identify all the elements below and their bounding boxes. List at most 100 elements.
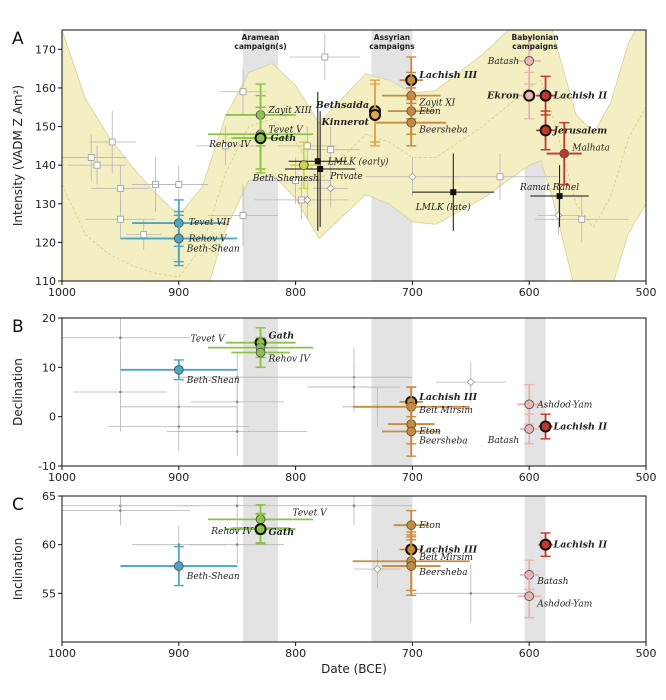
x-tick-label: 600 [519, 647, 540, 660]
site-label: Lachish II [553, 422, 608, 433]
y-tick-label: -10 [38, 460, 56, 473]
site-point [173, 233, 184, 244]
site-label: Jerusalem [552, 125, 608, 136]
site-label: Malhata [571, 144, 610, 154]
x-tick-label: 500 [636, 647, 657, 660]
site-point [406, 561, 417, 571]
site-label: Tevet V [293, 508, 329, 518]
gray-point [235, 504, 239, 508]
site-point [524, 399, 535, 410]
site-label: Bethsaida [315, 100, 369, 111]
x-tick-label: 700 [402, 471, 423, 484]
square-label: LMLK (late) [415, 202, 471, 213]
gray-square-point [321, 53, 329, 61]
gray-square-point [239, 211, 247, 219]
y-tick-label: 110 [35, 275, 56, 288]
y-axis-label: Inclination [11, 538, 25, 600]
site-point [523, 89, 536, 102]
panel-A-frame [61, 29, 647, 282]
mean-curve [62, 79, 646, 278]
square-point [314, 158, 321, 165]
site-label: Lachish II [553, 540, 608, 551]
x-tick-label: 800 [285, 471, 306, 484]
gray-diamond-point [326, 184, 335, 193]
site-label: Beth-Shean [186, 572, 240, 582]
site-point [539, 538, 552, 551]
gray-point [177, 543, 181, 546]
gray-point [235, 430, 239, 433]
gray-square-point [117, 215, 124, 223]
y-tick-label: 0 [49, 411, 56, 424]
square-point [556, 193, 563, 200]
site-point [173, 364, 184, 375]
site-label: Beth-Shemesh [252, 174, 319, 184]
site-label: Batash [536, 577, 568, 587]
x-tick-label: 800 [285, 286, 306, 299]
gray-diamond-point [303, 195, 312, 204]
gray-square-point [496, 173, 504, 181]
site-point [406, 520, 417, 531]
x-axis-label: Date (BCE) [321, 662, 387, 676]
site-point [254, 132, 267, 145]
x-tick-label: 600 [519, 471, 540, 484]
x-tick-label: 900 [168, 286, 189, 299]
gray-square-point [175, 181, 183, 188]
gray-point [177, 425, 181, 428]
square-label: Ramat Rahel [519, 183, 579, 193]
y-tick-label: 20 [42, 312, 56, 325]
campaign-label: Aramean [242, 33, 280, 42]
x-tick-label: 1000 [48, 286, 76, 299]
site-point [173, 561, 184, 571]
x-tick-label: 600 [519, 286, 540, 299]
gray-square-point [327, 146, 335, 154]
gray-square-point [117, 184, 124, 192]
gray-square-point [93, 161, 101, 169]
site-label: Rehov IV [268, 355, 312, 365]
site-point [524, 56, 535, 66]
site-label: Beersheba [418, 436, 467, 446]
site-point [298, 160, 309, 171]
gray-point [119, 336, 122, 340]
x-tick-label: 900 [168, 647, 189, 660]
confidence-band [62, 30, 646, 281]
gray-diamond-point [408, 172, 417, 181]
site-label: Ashdod-Yam [536, 400, 592, 410]
y-tick-label: 10 [42, 361, 56, 374]
panel-C-plot [62, 496, 553, 642]
site-point [254, 523, 267, 536]
y-tick-label: 150 [35, 121, 56, 134]
site-point [524, 591, 535, 602]
site-label: Batash [487, 57, 519, 67]
site-label: Beersheba [418, 126, 467, 136]
site-label: Tevet VII [189, 218, 231, 228]
y-tick-label: 160 [35, 82, 56, 95]
campaign-band [524, 496, 546, 642]
y-tick-label: 130 [35, 198, 56, 211]
gray-point [235, 543, 239, 546]
y-axis-label: Declination [11, 358, 25, 426]
site-label: Tevet V [191, 335, 227, 345]
panel-C-frame [61, 495, 647, 643]
x-tick-label: 500 [636, 471, 657, 484]
site-label: Ashdod-Yam [536, 599, 592, 609]
site-label: Gath [269, 331, 295, 342]
campaign-label: Babylonian [512, 33, 559, 42]
site-point [539, 420, 552, 433]
campaign-band [371, 318, 413, 466]
x-tick-label: 900 [168, 471, 189, 484]
site-label: Kinnerot [321, 117, 370, 128]
square-label: Private [329, 172, 363, 182]
site-point [369, 108, 382, 121]
site-label: Beit Mirsim [418, 406, 473, 416]
square-point [317, 166, 324, 173]
panel-letter: B [12, 317, 24, 337]
site-label: Lachish III [418, 392, 478, 403]
y-axis-label: Intensity (VADM Z Am²) [11, 85, 25, 226]
x-tick-label: 800 [285, 647, 306, 660]
site-point [524, 424, 535, 434]
gray-square-point [239, 88, 247, 96]
site-label: Rehov V [188, 235, 228, 245]
site-label: Gath [271, 133, 297, 144]
campaign-label: campaign(s) [234, 42, 286, 51]
site-label: Zayit XI [418, 99, 455, 109]
